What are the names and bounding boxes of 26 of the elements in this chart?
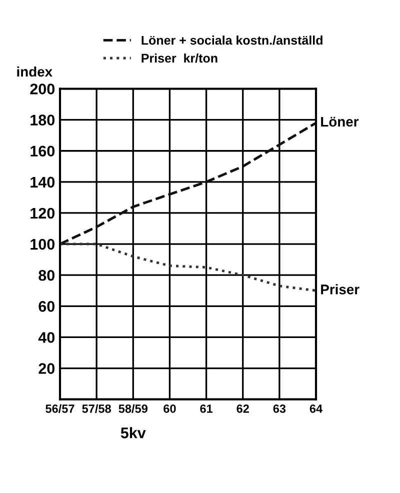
legend-label: Löner + sociala kostn./anställd xyxy=(142,36,322,45)
x-tick-label: 58/59 xyxy=(118,404,148,413)
y-tick-label: 60 xyxy=(38,301,55,312)
text: 5kv xyxy=(120,427,146,438)
y-tick-label: 120 xyxy=(30,208,55,219)
x-tick-label: 64 xyxy=(310,404,323,413)
x-tick-label: 63 xyxy=(273,404,286,413)
y-tick-label: 20 xyxy=(38,363,55,374)
x-tick-label: 61 xyxy=(200,404,213,413)
y-tick-label: 40 xyxy=(38,332,55,343)
y-tick-label: 80 xyxy=(38,270,55,281)
y-tick-label: 140 xyxy=(30,176,55,188)
y-tick-label: 180 xyxy=(30,114,55,126)
annotation: Löner xyxy=(321,116,359,127)
x-tick-label: 57/58 xyxy=(82,404,111,413)
x-tick-label: 60 xyxy=(164,404,176,413)
y-tick-label: 200 xyxy=(30,84,55,94)
line-series xyxy=(60,242,316,292)
x-tick-label: 62 xyxy=(236,404,249,413)
y-tick-label: 100 xyxy=(30,238,55,250)
x-tick-label: 56/57 xyxy=(46,404,74,413)
legend-label: Priser kr/ton xyxy=(142,53,218,63)
y-axis-title: index xyxy=(17,66,52,77)
y-tick-label: 160 xyxy=(30,146,55,157)
annotation: Priser xyxy=(321,284,360,294)
line-series xyxy=(60,122,316,246)
